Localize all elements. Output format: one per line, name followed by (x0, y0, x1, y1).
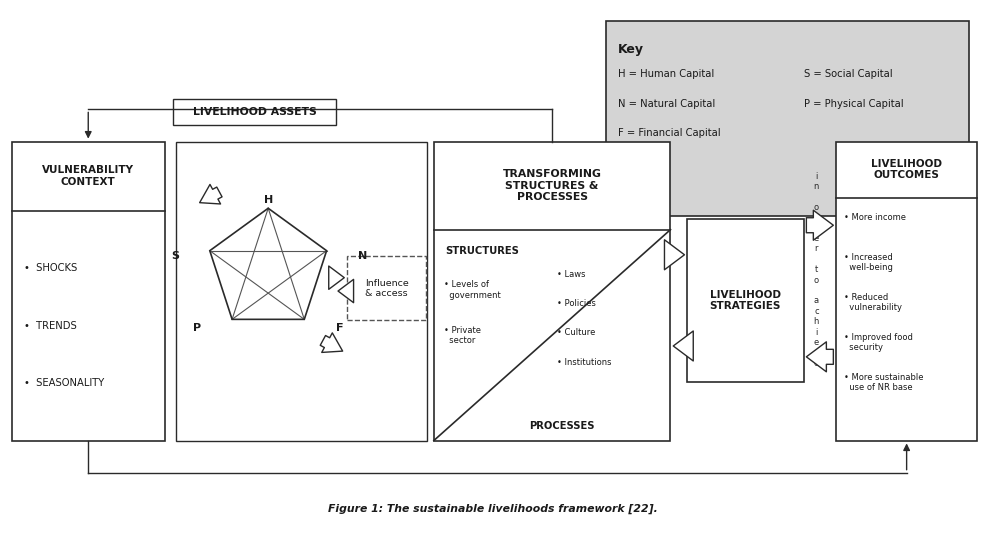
Bar (687, 219, 804, 382)
Text: F = Financial Capital: F = Financial Capital (618, 128, 721, 138)
Text: S = Social Capital: S = Social Capital (804, 69, 892, 80)
Text: •  TRENDS: • TRENDS (24, 321, 76, 331)
Text: P = Physical Capital: P = Physical Capital (804, 99, 903, 109)
Text: i
n
 
o
r
d
e
r
 
t
o
 
a
c
h
i
e
v
e: i n o r d e r t o a c h i e v e (813, 171, 819, 368)
Text: VULNERABILITY
CONTEXT: VULNERABILITY CONTEXT (42, 166, 134, 187)
Bar (176, 142, 427, 441)
Text: Influence
& access: Influence & access (365, 279, 408, 298)
Bar (12, 142, 165, 441)
Text: H: H (263, 195, 273, 205)
Text: TRANSFORMING
STRUCTURES &
PROCESSES: TRANSFORMING STRUCTURES & PROCESSES (503, 169, 601, 202)
Text: • Improved food
  security: • Improved food security (844, 333, 913, 352)
Text: • Institutions: • Institutions (557, 358, 611, 367)
Text: STRUCTURES: STRUCTURES (446, 246, 520, 256)
Text: Key: Key (618, 43, 644, 56)
Bar (434, 142, 670, 441)
Text: •  SHOCKS: • SHOCKS (24, 263, 77, 273)
Bar (173, 99, 335, 125)
Text: • Increased
  well-being: • Increased well-being (844, 253, 893, 272)
Text: N: N (358, 252, 368, 261)
Text: • Reduced
  vulnerability: • Reduced vulnerability (844, 293, 902, 312)
Text: S: S (172, 252, 179, 261)
Text: • More sustainable
  use of NR base: • More sustainable use of NR base (844, 373, 924, 392)
Text: F: F (336, 324, 344, 333)
Text: LIVELIHOOD
OUTCOMES: LIVELIHOOD OUTCOMES (871, 159, 943, 180)
Bar (836, 142, 977, 441)
Text: • Policies: • Policies (557, 299, 596, 308)
Text: LIVELIHOOD ASSETS: LIVELIHOOD ASSETS (192, 107, 317, 117)
Text: N = Natural Capital: N = Natural Capital (618, 99, 716, 109)
Text: • Private
  sector: • Private sector (444, 326, 481, 345)
Text: P: P (193, 324, 201, 333)
Text: • Laws: • Laws (557, 270, 586, 279)
Text: • Levels of
  government: • Levels of government (444, 280, 501, 300)
Text: H = Human Capital: H = Human Capital (618, 69, 715, 80)
Bar (606, 21, 969, 216)
Text: PROCESSES: PROCESSES (529, 421, 595, 430)
Bar (347, 256, 426, 320)
Text: •  SEASONALITY: • SEASONALITY (24, 378, 104, 388)
Text: LIVELIHOOD
STRATEGIES: LIVELIHOOD STRATEGIES (710, 289, 781, 311)
Text: • Culture: • Culture (557, 328, 596, 337)
Text: Figure 1: The sustainable livelihoods framework [22].: Figure 1: The sustainable livelihoods fr… (328, 503, 658, 514)
Text: • More income: • More income (844, 213, 906, 222)
